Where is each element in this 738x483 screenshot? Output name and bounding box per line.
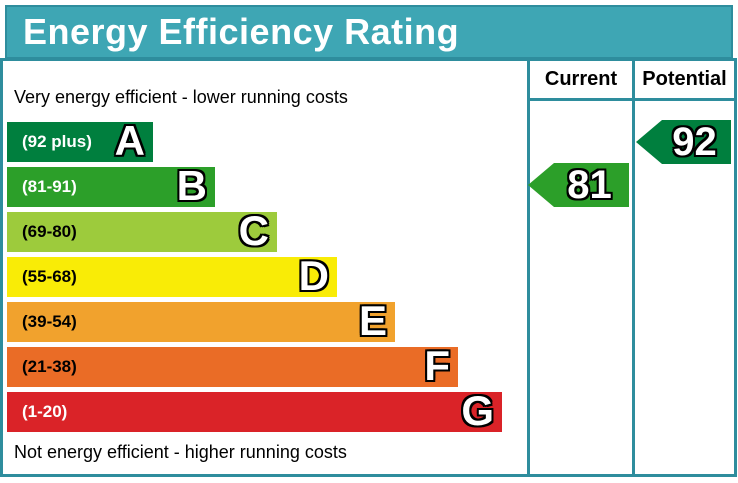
header-underline (527, 98, 734, 101)
band-g-range: (1-20) (22, 402, 68, 421)
band-b-letter: B (176, 162, 207, 210)
band-f-letter: F (424, 342, 450, 390)
band-d: (55-68) D (7, 252, 337, 300)
column-divider-middle (632, 61, 635, 474)
note-very-efficient: Very energy efficient - lower running co… (14, 87, 348, 107)
band-g-letter: G (461, 387, 494, 435)
band-f: (21-38) F (7, 342, 458, 390)
band-c-range: (69-80) (22, 222, 77, 241)
band-f-range: (21-38) (22, 357, 77, 376)
band-c-letter: C (238, 207, 269, 255)
band-d-letter: D (298, 252, 329, 300)
band-b: (81-91) B (7, 162, 215, 210)
column-header-potential: Potential (642, 68, 727, 90)
band-e: (39-54) E (7, 297, 395, 345)
band-g: (1-20) G (7, 387, 502, 435)
column-header-current: Current (544, 68, 618, 90)
band-c: (69-80) C (7, 207, 277, 255)
current-rating-arrow: 81 (528, 163, 629, 207)
current-rating-value: 81 (567, 163, 612, 207)
potential-rating-arrow: 92 (636, 120, 731, 164)
band-e-range: (39-54) (22, 312, 77, 331)
band-e-letter: E (358, 297, 387, 345)
band-a-range: (92 plus) (22, 132, 92, 151)
note-not-efficient: Not energy efficient - higher running co… (14, 442, 347, 462)
band-d-range: (55-68) (22, 267, 77, 286)
potential-rating-value: 92 (672, 120, 717, 164)
band-a: (92 plus) A (7, 117, 153, 165)
column-divider-left (527, 61, 530, 474)
band-a-letter: A (114, 117, 145, 165)
rating-table: Current Potential Very energy efficient … (0, 58, 737, 477)
chart-title: Energy Efficiency Rating (5, 5, 733, 59)
band-b-range: (81-91) (22, 177, 77, 196)
